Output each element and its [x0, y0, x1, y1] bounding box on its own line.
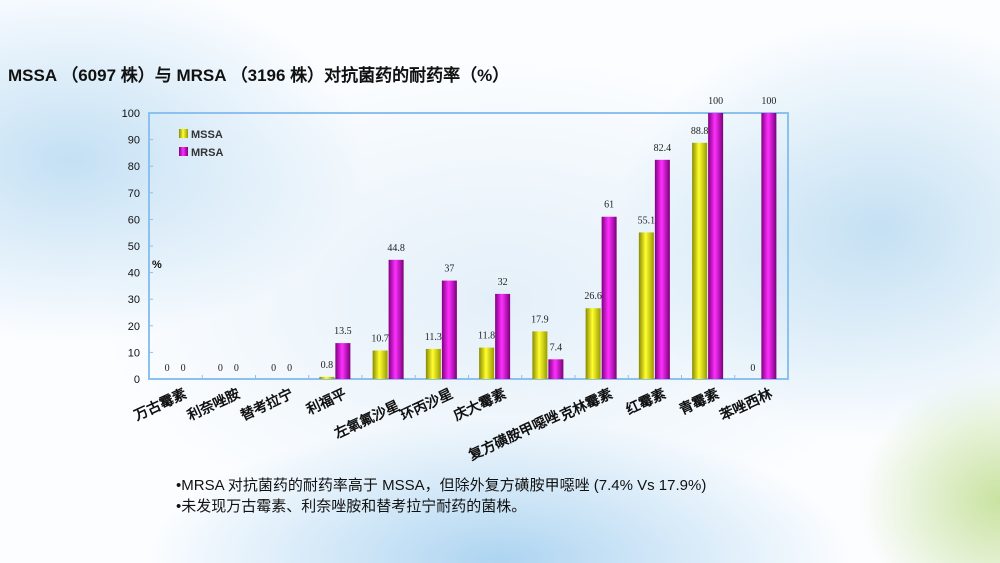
- y-tick-label: 40: [128, 268, 140, 280]
- bar-mssa: [692, 142, 708, 379]
- y-tick-label: 50: [128, 241, 140, 253]
- data-label-mrsa: 32: [498, 277, 508, 288]
- bar-mssa: [532, 331, 548, 379]
- bar-mrsa: [761, 113, 777, 379]
- bar-mrsa: [495, 293, 511, 379]
- y-tick-label: 60: [128, 214, 140, 226]
- data-label-mrsa: 0: [181, 363, 186, 374]
- bar-mssa: [479, 347, 495, 379]
- data-label-mssa: 0.8: [321, 360, 334, 371]
- bar-mrsa: [441, 280, 457, 379]
- bar-mssa: [319, 376, 335, 379]
- y-tick-label: 100: [122, 108, 140, 120]
- y-axis-label: %: [152, 259, 162, 271]
- data-label-mssa: 10.7: [371, 334, 389, 345]
- data-label-mrsa: 100: [708, 96, 723, 107]
- bar-mrsa: [548, 359, 564, 379]
- data-label-mrsa: 82.4: [654, 143, 672, 154]
- data-label-mssa: 11.8: [478, 331, 495, 342]
- x-tick-label: 庆大霉素: [451, 385, 509, 423]
- data-label-mssa: 0: [750, 363, 755, 374]
- x-tick-label: 环丙沙星: [398, 385, 456, 423]
- bar-mssa: [425, 348, 441, 379]
- x-tick-label: 复方磺胺甲噁唑: [465, 407, 561, 463]
- x-tick-label: 青霉素: [677, 385, 722, 417]
- data-label-mssa: 0: [165, 363, 170, 374]
- data-label-mssa: 55.1: [638, 215, 656, 226]
- x-tick-label: 左氧氟沙星: [331, 397, 402, 442]
- slide-title: MSSA （6097 株）与 MRSA （3196 株）对抗菌药的耐药率（%）: [8, 66, 510, 85]
- bullet-2: •未发现万古霉素、利奈唑胺和替考拉宁耐药的菌株。: [176, 498, 527, 515]
- notes: •MRSA 对抗菌药的耐药率高于 MSSA，但除外复方磺胺甲噁唑 (7.4% V…: [176, 475, 706, 517]
- bar-mssa: [638, 232, 654, 379]
- data-label-mrsa: 44.8: [387, 243, 405, 254]
- y-tick-label: 70: [128, 188, 140, 200]
- data-label-mrsa: 13.5: [334, 326, 352, 337]
- x-tick-label: 利奈唑胺: [185, 385, 243, 423]
- bar-mssa: [372, 350, 388, 379]
- bar-mrsa: [388, 259, 404, 379]
- bar-mrsa: [335, 343, 351, 379]
- y-tick-label: 0: [134, 374, 140, 386]
- data-label-mssa: 17.9: [531, 314, 549, 325]
- data-label-mssa: 0: [271, 363, 276, 374]
- y-tick-label: 20: [128, 321, 140, 333]
- data-label-mrsa: 100: [761, 96, 776, 107]
- data-label-mssa: 26.6: [584, 291, 602, 302]
- legend-label-mrsa: MRSA: [191, 147, 223, 159]
- data-label-mrsa: 61: [604, 200, 614, 211]
- data-label-mssa: 0: [218, 363, 223, 374]
- legend-swatch-mrsa: [179, 147, 188, 156]
- x-tick-label: 克林霉素: [557, 385, 615, 423]
- y-tick-label: 80: [128, 161, 140, 173]
- data-label-mrsa: 37: [444, 264, 454, 275]
- legend-label-mssa: MSSA: [191, 129, 223, 141]
- bullet-1: •MRSA 对抗菌药的耐药率高于 MSSA，但除外复方磺胺甲噁唑 (7.4% V…: [176, 477, 707, 494]
- y-tick-label: 10: [128, 347, 140, 359]
- data-label-mrsa: 7.4: [550, 342, 563, 353]
- y-tick-label: 90: [128, 135, 140, 147]
- x-tick-label: 万古霉素: [130, 385, 188, 424]
- bar-mssa: [585, 308, 601, 379]
- data-label-mssa: 88.8: [691, 126, 709, 137]
- x-tick-label: 利福平: [304, 385, 349, 417]
- bar-mrsa: [601, 216, 617, 379]
- data-label-mssa: 11.3: [425, 332, 442, 343]
- x-tick-label: 苯唑西林: [716, 385, 774, 424]
- x-tick-label: 红霉素: [623, 385, 668, 417]
- data-label-mrsa: 0: [287, 363, 292, 374]
- bar-mrsa: [654, 159, 670, 379]
- legend-swatch-mssa: [179, 129, 188, 138]
- data-label-mrsa: 0: [234, 363, 239, 374]
- x-tick-label: 替考拉宁: [238, 385, 296, 423]
- y-tick-label: 30: [128, 294, 140, 306]
- bar-mrsa: [708, 113, 724, 379]
